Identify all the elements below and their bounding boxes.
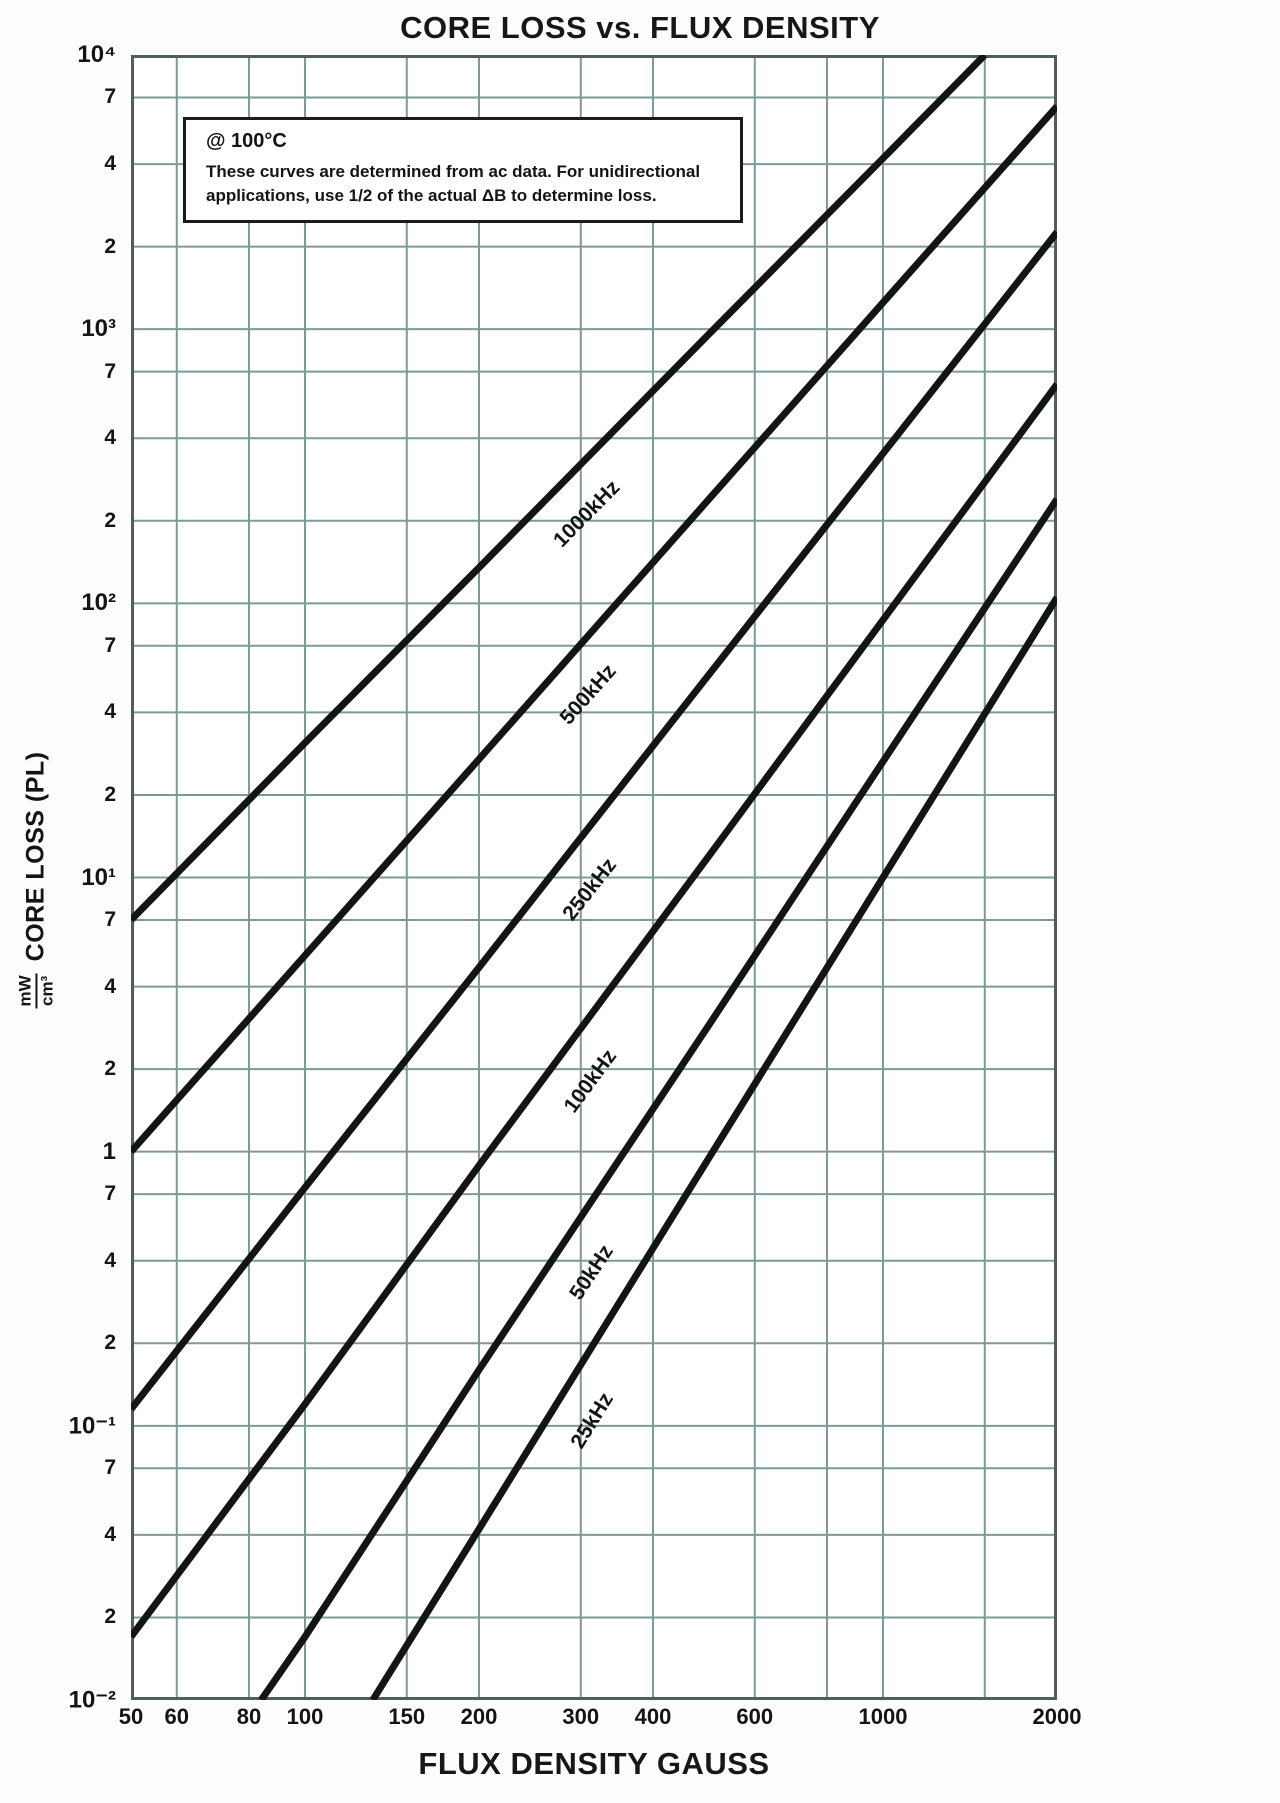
series-line-250kHz	[131, 229, 1057, 1412]
y-tick-label-0.2: 2	[104, 1331, 116, 1355]
series-label-250kHz: 250kHz	[558, 854, 621, 925]
x-tick-label-300: 300	[562, 1704, 600, 1729]
series-line-25kHz	[369, 595, 1057, 1700]
series-line-1000kHz	[131, 55, 988, 923]
y-tick-label-4: 4	[104, 974, 116, 998]
series-line-50kHz	[258, 497, 1057, 1700]
x-tick-label-100: 100	[286, 1704, 324, 1729]
x-axis-title: FLUX DENSITY GAUSS	[418, 1746, 770, 1781]
y-tick-label-0.7: 7	[104, 1182, 116, 1206]
y-tick-label-10000: 10⁴	[77, 41, 116, 68]
series-line-100kHz	[131, 382, 1057, 1639]
y-tick-label-0.01: 10⁻²	[68, 1686, 116, 1714]
plot-area: 1000kHz 500kHz 250kHz 100kHz 50kHz 25kHz @ 10…	[131, 55, 1057, 1700]
y-tick-label-700: 7	[104, 359, 116, 383]
y-tick-label-7: 7	[104, 907, 116, 931]
series-label-500kHz: 500kHz	[556, 660, 621, 729]
annotation-box: @ 100°C These curves are determined from…	[183, 117, 743, 223]
y-tick-label-40: 4	[104, 700, 116, 724]
y-tick-label-2: 2	[104, 1057, 116, 1081]
y-tick-label-20: 2	[104, 782, 116, 806]
y-tick-label-200: 2	[104, 508, 116, 532]
x-tick-label-2000: 2000	[1032, 1704, 1082, 1729]
y-tick-label-0.4: 4	[104, 1248, 116, 1272]
x-tick-label-600: 600	[736, 1704, 774, 1729]
series-line-500kHz	[131, 103, 1057, 1155]
series-label-50kHz: 50kHz	[565, 1241, 618, 1304]
y-tick-label-0.02: 2	[104, 1605, 116, 1629]
x-tick-label-80: 80	[236, 1704, 262, 1729]
y-tick-label-4000: 4	[104, 152, 116, 176]
chart-title: CORE LOSS vs. FLUX DENSITY	[400, 10, 880, 45]
y-tick-label-7000: 7	[104, 85, 116, 109]
annotation-line-2: applications, use 1/2 of the actual ΔB t…	[206, 185, 657, 205]
y-tick-label-70: 7	[104, 633, 116, 657]
x-tick-label-50: 50	[118, 1704, 144, 1729]
y-tick-label-400: 4	[104, 426, 116, 450]
x-tick-label-60: 60	[164, 1704, 190, 1729]
y-tick-label-0.04: 4	[104, 1522, 116, 1546]
x-tick-label-1000: 1000	[858, 1704, 908, 1729]
annotation-temperature: @ 100°C	[206, 130, 287, 152]
x-tick-label-150: 150	[388, 1704, 426, 1729]
series-label-100kHz: 100kHz	[560, 1045, 622, 1117]
y-tick-label-100: 10²	[81, 589, 116, 617]
y-tick-label-0.1: 10⁻¹	[68, 1412, 116, 1440]
x-tick-label-200: 200	[460, 1704, 498, 1729]
y-tick-label-1000: 10³	[81, 315, 116, 343]
y-tick-label-1: 1	[102, 1137, 116, 1165]
y-tick-label-2000: 2	[104, 234, 116, 258]
y-tick-label-0.07: 7	[104, 1456, 116, 1480]
x-axis-ticks: 50 60 80 100 150 200 300 400 600 1000 2000	[119, 1704, 1082, 1734]
x-tick-label-400: 400	[634, 1704, 672, 1729]
y-tick-label-10: 10¹	[81, 863, 116, 891]
y-axis-ticks: 10⁴ 7 4 2 10³ 7 4 2 10² 7 4 2 10¹ 7 4 2 1 7 4 2 10⁻¹ 7 4 2 10⁻²	[0, 41, 122, 1714]
series-label-25kHz: 25kHz	[566, 1389, 618, 1453]
annotation-line-1: These curves are determined from ac data…	[206, 162, 701, 181]
plot-frame	[131, 55, 1057, 1700]
